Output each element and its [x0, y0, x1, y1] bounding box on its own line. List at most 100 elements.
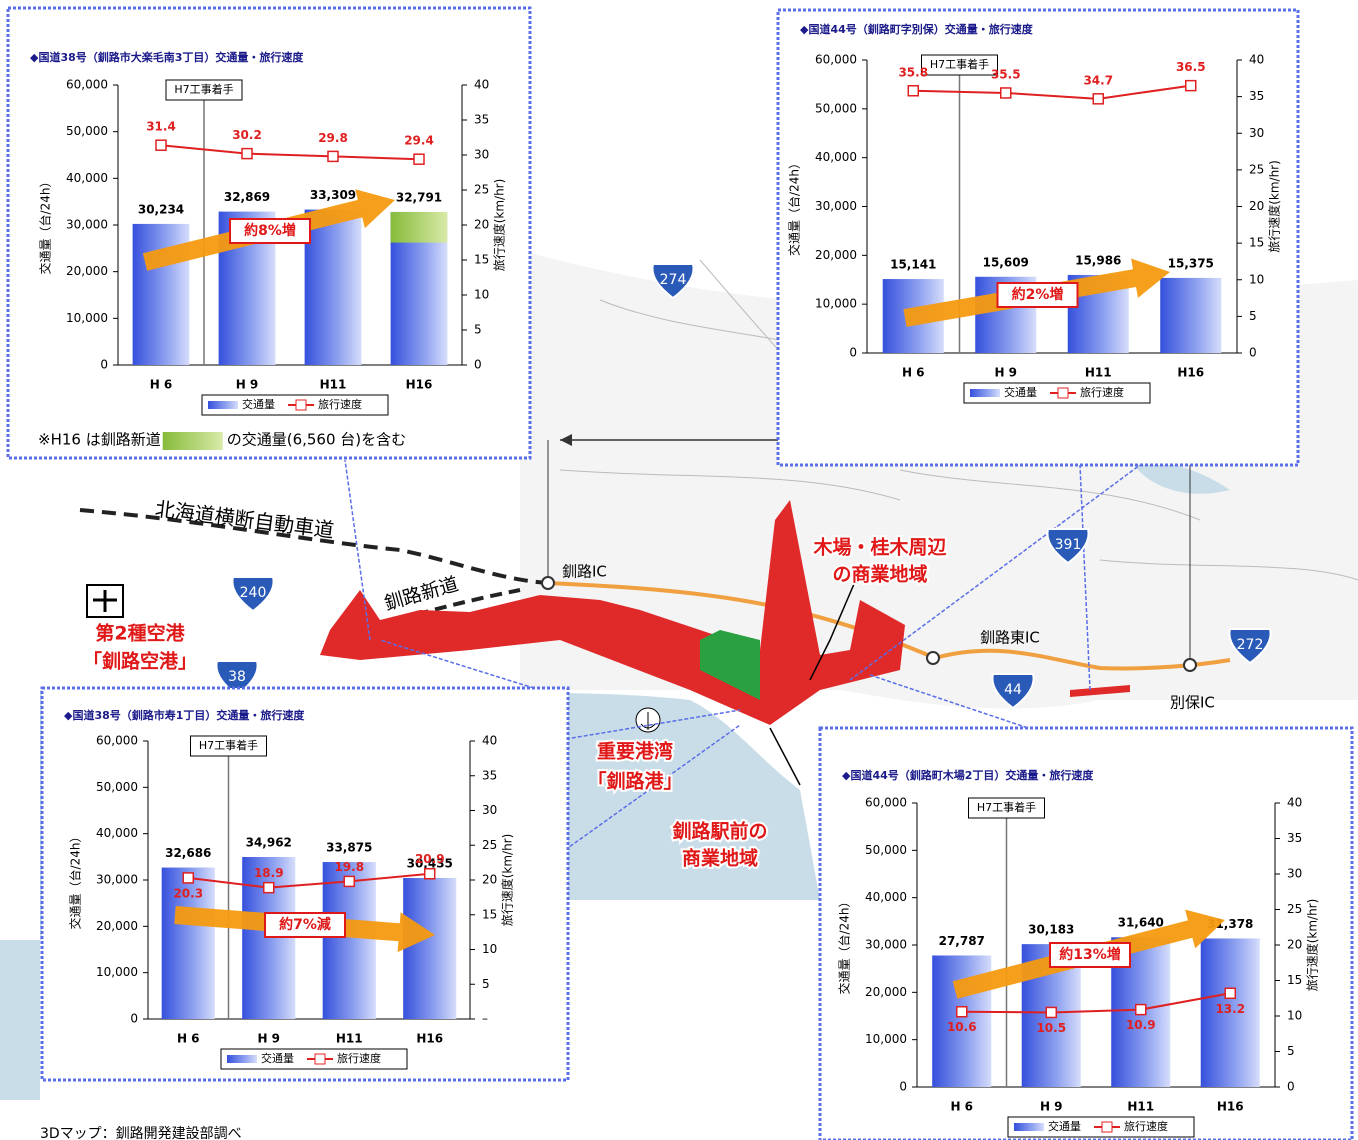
y2-tick-label: 5 [474, 323, 482, 337]
speed-marker [1000, 87, 1012, 99]
speed-value-label: 20.9 [415, 852, 445, 866]
speed-marker [413, 153, 425, 165]
bar-value-label: 32,686 [165, 846, 211, 860]
map-label: 釧路東IC [980, 629, 1040, 647]
x-tick-label: H 9 [994, 366, 1017, 380]
leader-line [769, 569, 861, 786]
y-tick-label: 40,000 [66, 171, 108, 185]
y-tick-label: 0 [849, 346, 857, 360]
y-tick-label: 50,000 [865, 843, 907, 857]
legend-swatch [970, 389, 1000, 397]
chart-panel: ◆国道38号（釧路市寿1丁目）交通量・旅行速度 0 10,000 20,000 30,0… [40, 686, 570, 1082]
area-label: 釧路駅前の [672, 820, 767, 843]
y2-tick-label: – [482, 1012, 488, 1026]
y2-tick-label: 40 [1287, 796, 1302, 810]
speed-marker [956, 1005, 968, 1018]
y2-tick-label: 35 [474, 113, 489, 127]
legend-label: 旅行速度 [1124, 1119, 1168, 1133]
y-tick-label: 50,000 [815, 101, 857, 115]
y-tick-label: 40,000 [865, 890, 907, 904]
traffic-3d [1070, 685, 1130, 697]
y2-tick-label: 0 [1287, 1080, 1295, 1094]
speed-line [961, 992, 1231, 1014]
y2-tick-label: 5 [482, 977, 490, 991]
legend-label: 交通量 [1004, 385, 1037, 399]
speed-value-label: 10.9 [1126, 1018, 1156, 1032]
speed-value-label: 35.8 [898, 65, 928, 79]
legend-marker [1057, 387, 1069, 399]
change-label: 約13%増 [1059, 946, 1121, 963]
bar-value-label: 15,141 [890, 258, 936, 272]
bar-value-label: 27,787 [939, 934, 985, 948]
legend-label: 交通量 [1048, 1119, 1081, 1133]
x-tick-label: H11 [1085, 366, 1112, 380]
bar-value-label: 15,375 [1168, 256, 1214, 270]
x-tick-label: H16 [416, 1032, 443, 1046]
y-axis-label: 交通量（台/24h） [68, 831, 83, 930]
route-shield [1228, 628, 1272, 665]
y-tick-label: 50,000 [66, 124, 108, 138]
y-tick-label: 0 [130, 1012, 138, 1026]
route-number: 272 [1237, 637, 1264, 653]
area-label: 商業地域 [682, 847, 758, 870]
bar [322, 862, 376, 1019]
port-icon [640, 712, 656, 730]
callout-line [344, 459, 1141, 851]
legend-label: 旅行速度 [318, 397, 362, 411]
legend-label: 交通量 [261, 1051, 294, 1065]
y-tick-label: 60,000 [96, 734, 138, 748]
chart-title: ◆国道38号（釧路市寿1丁目）交通量・旅行速度 [64, 708, 305, 722]
speed-marker [182, 872, 194, 884]
map-label: 別保IC [1170, 694, 1215, 712]
y-tick-label: 10,000 [96, 965, 138, 979]
speed-value-label: 10.6 [947, 1020, 977, 1034]
y-tick-label: 40,000 [96, 826, 138, 840]
bar-value-label: 30,435 [407, 856, 453, 870]
speed-line [913, 84, 1191, 100]
y2-tick-label: 10 [1287, 1009, 1302, 1023]
y-tick-label: 20,000 [815, 248, 857, 262]
note-swatch [162, 432, 223, 450]
y2-tick-label: 25 [482, 838, 497, 852]
change-label: 約8%増 [244, 222, 296, 239]
annotation-box [921, 54, 998, 76]
bar-value-label: 34,962 [246, 836, 292, 850]
speed-value-label: 29.4 [404, 134, 434, 148]
bar-value-label: 32,869 [224, 190, 270, 204]
route-number: 44 [1004, 682, 1022, 698]
bar [1160, 277, 1222, 353]
change-label-box [264, 912, 346, 938]
y2-tick-label: 40 [482, 734, 497, 748]
bar-value-label: 31,640 [1118, 916, 1164, 930]
bar [242, 857, 296, 1019]
x-tick-label: H 9 [257, 1032, 280, 1046]
y2-axis-label: 旅行速度(km/hr) [1267, 160, 1282, 253]
legend-swatch [227, 1055, 257, 1063]
speed-value-label: 20.3 [173, 886, 203, 900]
footer: 3Dマップ：釧路開発建設部調べ [40, 1126, 242, 1140]
route-number: 274 [660, 272, 687, 288]
expressway [79, 508, 549, 585]
speed-value-label: 34.7 [1083, 73, 1113, 87]
x-tick-label: H 6 [150, 378, 173, 392]
y2-tick-label: 10 [474, 288, 489, 302]
y2-tick-label: 25 [474, 183, 489, 197]
bar-value-label: 15,609 [983, 255, 1029, 269]
speed-value-label: 10.5 [1036, 1021, 1066, 1035]
y2-axis-label: 旅行速度(km/hr) [492, 179, 507, 272]
y2-tick-label: 35 [1249, 89, 1264, 103]
legend-marker [295, 399, 307, 411]
change-label: 約7%減 [279, 916, 331, 933]
y2-tick-label: 35 [482, 768, 497, 782]
bar-value-label: 32,791 [396, 190, 442, 204]
y-tick-label: 60,000 [865, 796, 907, 810]
outer-ring-road [547, 581, 1231, 671]
area-label: 「釧路空港」 [83, 650, 197, 673]
y2-tick-label: 10 [1249, 272, 1264, 286]
y2-tick-label: 25 [1249, 162, 1264, 176]
change-label-box [229, 218, 311, 244]
speed-value-label: 13.2 [1215, 1002, 1245, 1016]
speed-marker [1224, 987, 1236, 1000]
bar-value-label: 30,234 [138, 202, 184, 216]
y2-tick-label: 15 [474, 253, 489, 267]
